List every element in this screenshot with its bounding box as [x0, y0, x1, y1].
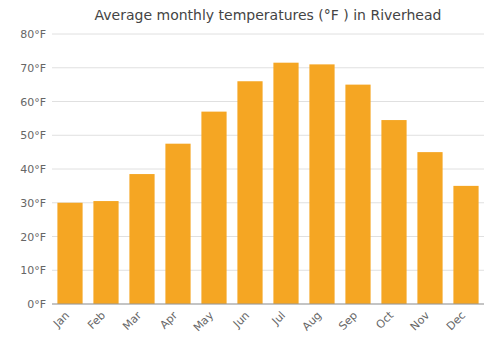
bar: [381, 120, 406, 304]
grid-line: [52, 135, 484, 136]
x-tick-label: Jun: [230, 309, 252, 331]
grid-line: [52, 34, 484, 35]
y-tick-label: 20°F: [20, 231, 46, 244]
bar: [57, 203, 82, 304]
x-axis-line: [52, 304, 484, 305]
x-tick-label: Dec: [444, 309, 468, 333]
x-tick-label: Jan: [50, 309, 72, 331]
bar: [453, 186, 478, 304]
grid-line: [52, 304, 484, 305]
bar: [93, 201, 118, 304]
x-tick-label: Sep: [336, 309, 360, 333]
bars: [57, 63, 478, 304]
bar: [201, 112, 226, 304]
grid-line: [52, 67, 484, 68]
grid-line: [52, 101, 484, 102]
x-tick-label: Aug: [300, 309, 324, 333]
y-tick-label: 60°F: [20, 96, 46, 109]
y-tick-label: 30°F: [20, 197, 46, 210]
x-tick-label: Oct: [373, 308, 396, 331]
y-tick-label: 80°F: [20, 28, 46, 41]
chart-container: Average monthly temperatures (°F ) in Ri…: [0, 0, 500, 350]
y-tick-label: 70°F: [20, 62, 46, 75]
y-tick-label: 0°F: [27, 298, 46, 311]
page: {"chart_data": {"type": "bar", "title": …: [0, 0, 500, 350]
x-tick-label: Feb: [85, 309, 108, 332]
title: Average monthly temperatures (°F ) in Ri…: [95, 7, 442, 23]
chart-svg: Average monthly temperatures (°F ) in Ri…: [0, 0, 500, 350]
x-tick-label: Apr: [157, 309, 180, 332]
x-tick-label: May: [191, 309, 217, 335]
bar: [273, 63, 298, 304]
x-tick-label: Nov: [408, 309, 433, 334]
y-tick-label: 10°F: [20, 264, 46, 277]
bar: [165, 144, 190, 304]
x-axis: Jan Feb Mar Apr May Jun Jul Aug Sep Oct Nov Dec: [50, 304, 484, 334]
x-tick-label: Mar: [120, 309, 144, 333]
y-axis: 0°F 10°F 20°F 30°F 40°F 50°F 60°F 70°F 80°F: [20, 28, 484, 311]
bar: [417, 152, 442, 304]
bar: [309, 64, 334, 304]
bar: [237, 81, 262, 304]
bar: [345, 85, 370, 304]
y-tick-label: 50°F: [20, 129, 46, 142]
bar: [129, 174, 154, 304]
x-tick-label: Jul: [269, 309, 288, 328]
y-tick-label: 40°F: [20, 163, 46, 176]
